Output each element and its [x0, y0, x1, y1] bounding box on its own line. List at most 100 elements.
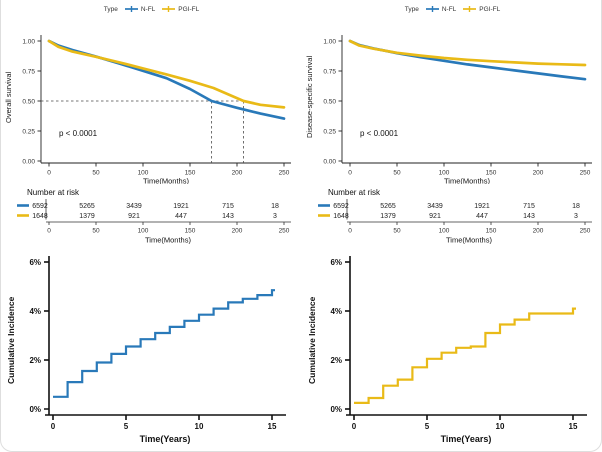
overall-survival-plot: 0.00 0.25 0.50 0.75 1.00 0 50 100 150 200 250 Time(… [22, 35, 291, 184]
y-tick-label: 4% [330, 307, 342, 316]
risk-x-tick-label: 50 [92, 228, 100, 235]
legend-title: Type [404, 5, 419, 13]
risk-x-tick-label: 200 [533, 228, 544, 235]
risk-count: 3 [273, 213, 277, 220]
survival-curve-pgi-fl [47, 39, 286, 109]
risk-x-tick-label: 250 [580, 228, 591, 235]
risk-count: 3 [574, 213, 578, 220]
y-tick-label: 4% [29, 307, 41, 316]
p-value: p < 0.0001 [360, 129, 399, 138]
y-tick-label: 0% [330, 405, 342, 414]
risk-count: 447 [476, 213, 488, 220]
risk-x-tick-label: 150 [185, 228, 196, 235]
x-tick-label: 250 [279, 170, 290, 177]
overall-survival-risk-table: Number at risk 6592 5265 3439 1921 715 18 1648 1… [17, 188, 291, 245]
risk-count: 1921 [173, 203, 189, 210]
y-tick-label: 0% [29, 405, 41, 414]
x-tick-label: 200 [533, 170, 544, 177]
risk-count: 143 [222, 213, 234, 220]
x-tick-label: 10 [195, 422, 204, 431]
x-tick-label: 5 [425, 422, 430, 431]
x-axis-label: Time(Years) [441, 434, 492, 444]
risk-count: 447 [175, 213, 187, 220]
x-tick-label: 150 [185, 170, 196, 177]
legend-item-label: PGI-FL [178, 5, 200, 13]
x-tick-label: 150 [486, 170, 497, 177]
legend-disease-specific-survival: Type N-FL PGI-FL [302, 5, 601, 13]
risk-count: 143 [523, 213, 535, 220]
x-tick-label: 50 [393, 170, 401, 177]
cumulative-incidence-pgifl-plot: 0% 2% 4% 6% 0 5 10 15 Time(Years) [330, 256, 587, 444]
risk-count: 18 [572, 203, 580, 210]
legend-item-n-fl: N-FL [425, 5, 456, 13]
x-tick-label: 15 [268, 422, 277, 431]
risk-count: 1379 [380, 213, 396, 220]
y-tick-label: 0.75 [22, 68, 35, 75]
risk-count: 921 [128, 213, 140, 220]
legend-item-n-fl: N-FL [124, 5, 155, 13]
risk-count: 6592 [333, 203, 349, 210]
x-tick-label: 15 [569, 422, 578, 431]
y-tick-label: 1.00 [22, 38, 35, 45]
y-tick-label: 6% [29, 258, 41, 267]
disease-specific-survival-risk-table: Number at risk 6592 5265 3439 1921 715 18 1648 1… [318, 188, 592, 245]
x-tick-label: 0 [348, 170, 352, 177]
risk-x-tick-label: 100 [439, 228, 450, 235]
risk-x-axis-label: Time(Months) [145, 236, 191, 245]
x-tick-label: 0 [47, 170, 51, 177]
risk-count: 1379 [79, 213, 95, 220]
cif-curve-pgi-fl [354, 307, 576, 404]
risk-count: 5265 [380, 203, 396, 210]
legend-title: Type [103, 5, 118, 13]
legend-item-label: N-FL [441, 5, 457, 13]
x-tick-label: 10 [496, 422, 505, 431]
panel-disease-specific-survival: Type N-FL PGI-FL Disease-specific survival… [302, 0, 601, 248]
risk-x-tick-label: 50 [393, 228, 401, 235]
x-tick-label: 100 [138, 170, 149, 177]
risk-count: 921 [429, 213, 441, 220]
legend-marker-icon [162, 6, 176, 12]
legend-marker-icon [463, 6, 477, 12]
x-tick-label: 0 [51, 422, 56, 431]
risk-x-tick-label: 200 [232, 228, 243, 235]
risk-x-tick-label: 100 [138, 228, 149, 235]
risk-count: 715 [222, 203, 234, 210]
survival-curve-n-fl [47, 39, 286, 120]
x-axis-label: Time(Months) [444, 177, 490, 185]
risk-x-tick-label: 150 [486, 228, 497, 235]
disease-specific-survival-plot: 0.00 0.25 0.50 0.75 1.00 0 50 100 150 200 250 Time(… [323, 35, 592, 185]
cif-curve-n-fl [53, 289, 275, 398]
x-tick-label: 50 [92, 170, 100, 177]
risk-x-tick-label: 0 [47, 228, 51, 235]
cumulative-incidence-nfl-plot: 0% 2% 4% 6% 0 5 10 15 Time(Years) [29, 256, 286, 444]
x-tick-label: 100 [439, 170, 450, 177]
y-tick-label: 0.25 [22, 128, 35, 135]
y-tick-label: 2% [29, 356, 41, 365]
risk-count: 3439 [126, 203, 142, 210]
x-axis-label: Time(Years) [140, 434, 191, 444]
x-tick-label: 250 [580, 170, 591, 177]
p-value: p < 0.0001 [59, 129, 98, 138]
legend-item-pgi-fl: PGI-FL [161, 5, 199, 13]
panel-cumulative-incidence-nfl: Cumulative Incidence 0% 2% 4% 6% 0 5 10 15 Time(… [1, 248, 302, 451]
risk-count: 3439 [427, 203, 443, 210]
risk-x-tick-label: 0 [348, 228, 352, 235]
x-tick-label: 5 [124, 422, 129, 431]
y-tick-label: 2% [330, 356, 342, 365]
risk-x-axis-label: Time(Months) [446, 236, 492, 245]
y-tick-label: 1.00 [323, 38, 336, 45]
y-tick-label: 6% [330, 258, 342, 267]
risk-count: 18 [271, 203, 279, 210]
risk-x-tick-label: 250 [279, 228, 290, 235]
y-tick-label: 0.50 [323, 98, 336, 105]
y-tick-label: 0.25 [323, 128, 336, 135]
survival-curve-pgi-fl [348, 39, 587, 67]
legend-marker-icon [124, 6, 138, 12]
risk-count: 1648 [333, 213, 349, 220]
x-tick-label: 200 [232, 170, 243, 177]
legend-item-label: PGI-FL [479, 5, 501, 13]
risk-count: 715 [523, 203, 535, 210]
risk-count: 1648 [32, 213, 48, 220]
y-tick-label: 0.00 [22, 158, 35, 165]
x-tick-label: 0 [352, 422, 357, 431]
